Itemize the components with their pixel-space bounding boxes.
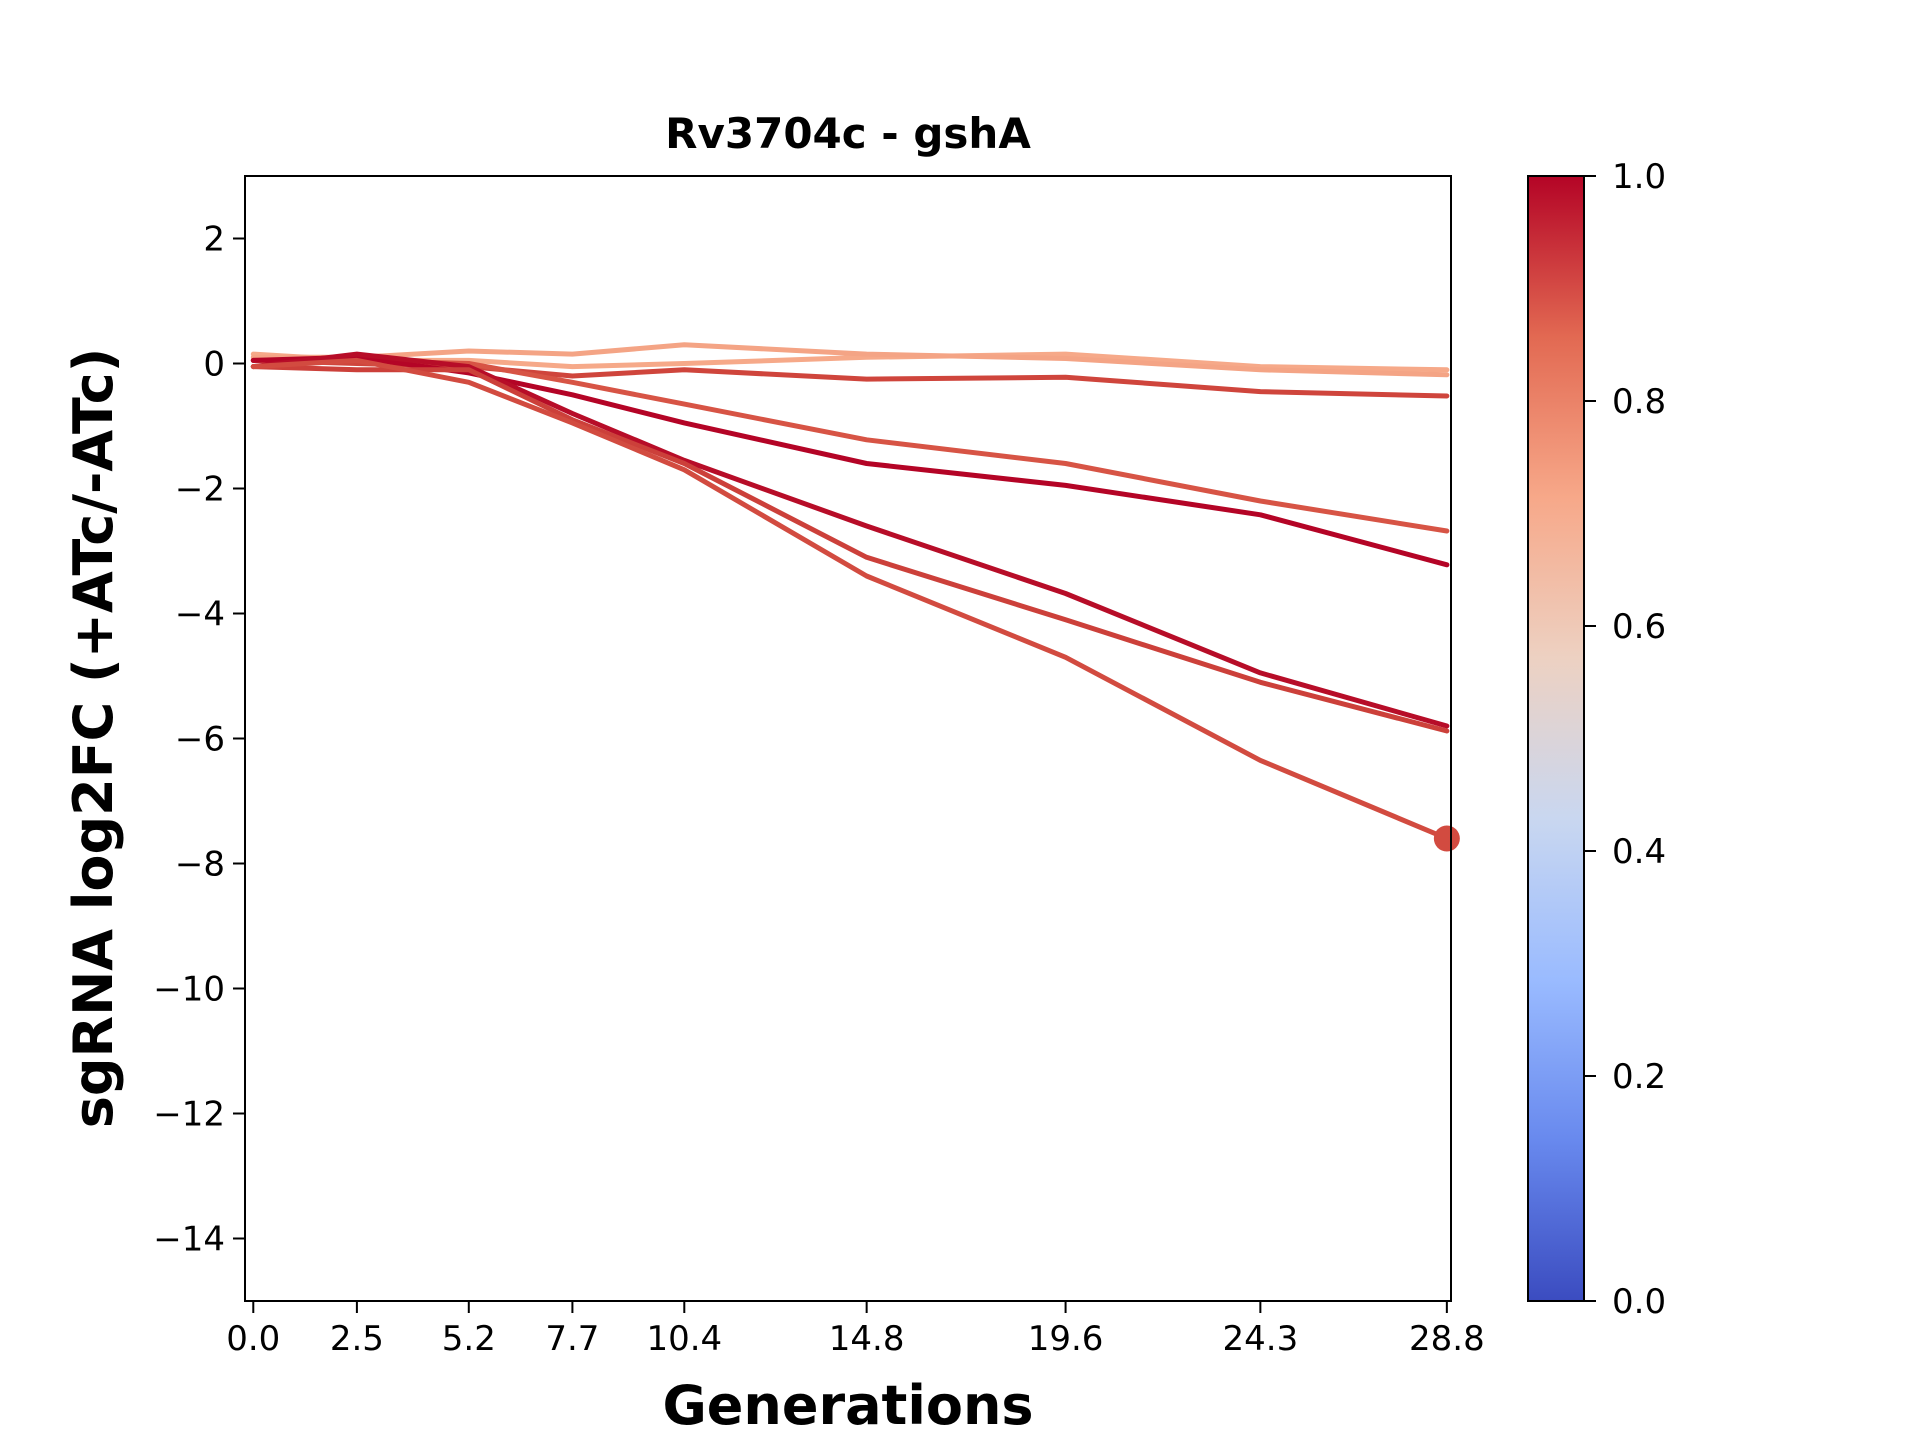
x-tick-label: 7.7 xyxy=(545,1319,599,1359)
y-tick-label: −6 xyxy=(175,720,225,760)
x-tick-label: 19.6 xyxy=(1028,1319,1104,1359)
y-tick-label: −14 xyxy=(153,1220,225,1260)
x-tick-label: 14.8 xyxy=(829,1319,905,1359)
series-line-8 xyxy=(250,357,1450,841)
x-tick-label: 5.2 xyxy=(442,1319,496,1359)
y-tick-label: 2 xyxy=(203,220,225,260)
y-axis: 2 0 −2 −4 −6 −8 −10 −12 −14 xyxy=(153,220,245,1260)
colorbar-tick-label: 0.4 xyxy=(1612,832,1666,872)
x-axis: 0.0 2.5 5.2 7.7 10.4 14.8 19.6 24.3 28.8 xyxy=(226,1301,1485,1359)
x-tick-label: 0.0 xyxy=(226,1319,280,1359)
series-line-6 xyxy=(250,351,1450,729)
x-tick-label: 24.3 xyxy=(1223,1319,1299,1359)
colorbar-tick-label: 1.0 xyxy=(1612,157,1666,197)
chart-title: Rv3704c - gshA xyxy=(665,109,1031,158)
x-tick-label: 2.5 xyxy=(330,1319,384,1359)
plot-frame xyxy=(245,176,1451,1301)
plot-area xyxy=(245,176,1451,1301)
x-tick-label: 28.8 xyxy=(1409,1319,1485,1359)
y-tick-label: 0 xyxy=(203,345,225,385)
y-tick-label: −8 xyxy=(175,845,225,885)
y-axis-label: sgRNA log2FC (+ATc/-ATc) xyxy=(62,348,125,1129)
colorbar-tick-label: 0.0 xyxy=(1612,1282,1666,1322)
series-layer xyxy=(250,342,1460,852)
colorbar-tick-label: 0.2 xyxy=(1612,1057,1666,1097)
series-line-5 xyxy=(250,354,1450,568)
colorbar-gradient xyxy=(1527,175,1585,1302)
colorbar-tick-label: 0.8 xyxy=(1612,382,1666,422)
y-tick-label: −12 xyxy=(153,1095,225,1135)
x-axis-label: Generations xyxy=(662,1374,1033,1437)
colorbar-tick-label: 0.6 xyxy=(1612,607,1666,647)
colorbar: 0.0 0.2 0.4 0.6 0.8 1.0 xyxy=(1527,157,1666,1322)
y-tick-label: −4 xyxy=(175,595,225,635)
y-tick-label: −2 xyxy=(175,470,225,510)
y-tick-label: −10 xyxy=(153,970,225,1010)
series-end-marker-8 xyxy=(1433,825,1460,852)
x-tick-label: 10.4 xyxy=(646,1319,722,1359)
series-line-2 xyxy=(250,342,1450,378)
